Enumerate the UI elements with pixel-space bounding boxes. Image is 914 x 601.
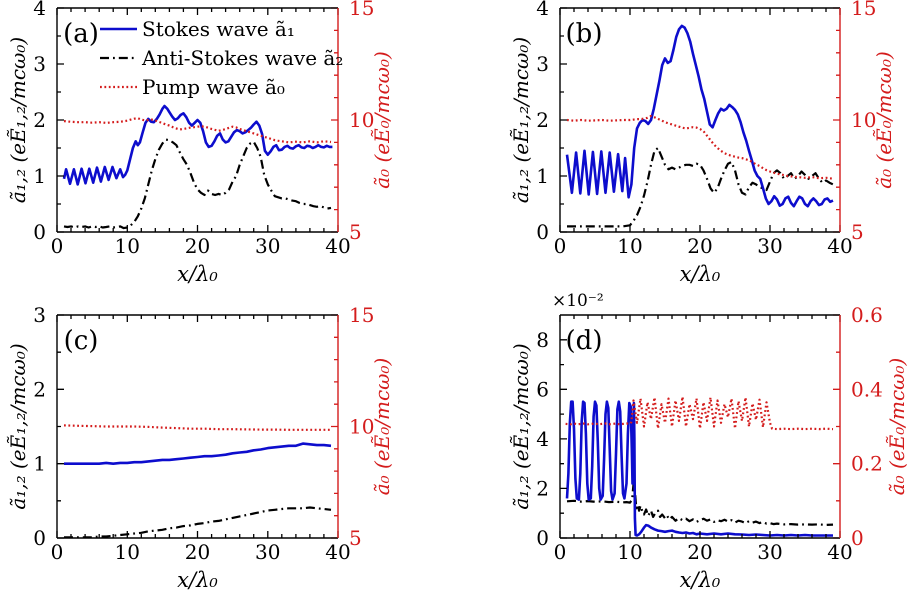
- panel-letter-d: (d): [566, 326, 603, 356]
- panel-letter-c: (c): [64, 326, 99, 356]
- stokes-curve-a: [62, 104, 333, 186]
- yleft-tick-label-a: 0: [33, 220, 46, 244]
- axis-multiplier-d: ×10⁻²: [552, 291, 604, 311]
- anti_stokes-curve-c: [64, 506, 332, 539]
- stokes-curve-b: [565, 24, 834, 208]
- x-tick-label-c: 0: [51, 540, 64, 564]
- x-tick-label-d: 30: [757, 540, 782, 564]
- x-tick-label-a: 20: [185, 234, 210, 258]
- anti_stokes-curve-a: [63, 138, 332, 230]
- ylabel-right-c: ã₀ (eẼ₀/mcω₀): [370, 358, 394, 496]
- yleft-tick-label-c: 1: [33, 452, 46, 476]
- ylabel-left-d: ã₁,₂ (eẼ₁,₂/mcω₀): [509, 343, 533, 509]
- legend-label-stokes: Stokes wave ã₁: [142, 17, 295, 41]
- yright-tick-label-b: 5: [851, 220, 864, 244]
- pump-curve-b: [566, 114, 834, 180]
- yleft-tick-label-c: 3: [33, 303, 46, 327]
- x-tick-label-b: 20: [687, 234, 712, 258]
- panel-letter-b: (b): [566, 19, 603, 49]
- axes-box-b: [559, 7, 840, 233]
- pump-curve-c: [63, 424, 331, 431]
- yleft-tick-label-b: 1: [536, 164, 549, 188]
- x-tick-label-b: 0: [554, 234, 567, 258]
- xlabel-a: x/λ₀: [177, 262, 218, 286]
- x-tick-label-c: 20: [185, 540, 210, 564]
- x-tick-label-c: 40: [325, 540, 350, 564]
- yleft-tick-label-a: 1: [33, 164, 46, 188]
- ylabel-left-a: ã₁,₂ (eẼ₁,₂/mcω₀): [6, 37, 30, 203]
- yleft-tick-label-d: 2: [536, 476, 549, 500]
- yright-tick-label-d: 0.4: [851, 377, 883, 401]
- yright-tick-label-d: 0.2: [851, 452, 883, 476]
- ylabel-left-b: ã₁,₂ (eẼ₁,₂/mcω₀): [509, 37, 533, 203]
- yleft-tick-label-a: 4: [33, 0, 46, 20]
- yleft-tick-label-a: 3: [33, 52, 46, 76]
- yright-tick-label-b: 10: [851, 108, 876, 132]
- panel-b: 0 10 20 30 40 0 1 2 3 4 5 10 15 x/λ₀ ã₁,₂ (eẼ₁,₂/mcω₀)…: [509, 0, 896, 286]
- pump-curve-d: [565, 395, 834, 431]
- ylabel-right-a: ã₀ (eẼ₀/mcω₀): [370, 51, 394, 189]
- x-tick-label-c: 30: [255, 540, 280, 564]
- axes-box-a: [56, 7, 338, 233]
- panel-c: 0 10 20 30 40 0 1 2 3 5 10 15 x/λ₀ ã₁,₂ (eẼ₁,₂/mcω₀) ã…: [6, 303, 394, 592]
- x-tick-label-b: 40: [827, 234, 852, 258]
- xlabel-c: x/λ₀: [177, 568, 218, 592]
- yright-tick-label-c: 5: [349, 526, 362, 550]
- x-tick-label-d: 10: [617, 540, 642, 564]
- yright-tick-label-a: 15: [349, 0, 374, 20]
- yleft-tick-label-a: 2: [33, 108, 46, 132]
- axes-box-d: [559, 314, 840, 539]
- yleft-tick-label-b: 0: [536, 220, 549, 244]
- legend-item-pump: Pump wave ã₀: [100, 75, 285, 99]
- yleft-tick-label-b: 2: [536, 108, 549, 132]
- yleft-tick-label-c: 0: [33, 526, 46, 550]
- yright-tick-label-c: 15: [349, 303, 374, 327]
- x-tick-label-a: 0: [51, 234, 64, 258]
- xlabel-d: x/λ₀: [680, 568, 721, 592]
- yright-tick-label-a: 10: [349, 108, 374, 132]
- legend-item-stokes: Stokes wave ã₁: [100, 17, 295, 41]
- yleft-tick-label-d: 6: [536, 377, 549, 401]
- yleft-tick-label-c: 2: [33, 377, 46, 401]
- legend-item-anti_stokes: Anti-Stokes wave ã₂: [100, 46, 343, 70]
- panel-letter-a: (a): [63, 19, 99, 49]
- ylabel-left-c: ã₁,₂ (eẼ₁,₂/mcω₀): [6, 343, 30, 509]
- yleft-tick-label-d: 8: [536, 328, 549, 352]
- axes-box-c: [56, 314, 338, 539]
- panel-a: 0 10 20 30 40 0 1 2 3 4 5 10 15 x/λ₀ ã₁,₂ (eẼ₁,₂/mcω₀)…: [6, 0, 394, 286]
- yright-tick-label-c: 10: [349, 415, 374, 439]
- x-tick-label-d: 20: [687, 540, 712, 564]
- yright-tick-label-b: 15: [851, 0, 876, 20]
- x-tick-label-d: 40: [827, 540, 852, 564]
- pump-curve-a: [63, 117, 332, 144]
- x-tick-label-a: 40: [325, 234, 350, 258]
- yleft-tick-label-d: 0: [536, 526, 549, 550]
- x-tick-label-c: 10: [115, 540, 140, 564]
- yleft-tick-label-b: 3: [536, 52, 549, 76]
- legend: Stokes wave ã₁ Anti-Stokes wave ã₂ Pump wa…: [100, 17, 343, 99]
- ylabel-right-b: ã₀ (eẼ₀/mcω₀): [872, 51, 896, 189]
- ylabel-right-d: ã₀ (eẼ₀/mcω₀): [885, 358, 909, 496]
- x-tick-label-d: 0: [554, 540, 567, 564]
- anti_stokes-curve-b: [567, 146, 834, 228]
- x-tick-label-b: 30: [757, 234, 782, 258]
- yleft-tick-label-d: 4: [536, 427, 549, 451]
- x-tick-label-a: 30: [255, 234, 280, 258]
- stokes-curve-d: [565, 400, 833, 537]
- legend-label-anti_stokes: Anti-Stokes wave ã₂: [141, 46, 343, 70]
- xlabel-b: x/λ₀: [680, 262, 721, 286]
- x-tick-label-a: 10: [115, 234, 140, 258]
- stokes-curve-c: [64, 442, 332, 465]
- x-tick-label-b: 10: [617, 234, 642, 258]
- yright-tick-label-a: 5: [349, 220, 362, 244]
- legend-label-pump: Pump wave ã₀: [142, 75, 285, 99]
- yright-tick-label-d: 0: [851, 526, 864, 550]
- yleft-tick-label-b: 4: [536, 0, 549, 20]
- yright-tick-label-d: 0.6: [851, 303, 883, 327]
